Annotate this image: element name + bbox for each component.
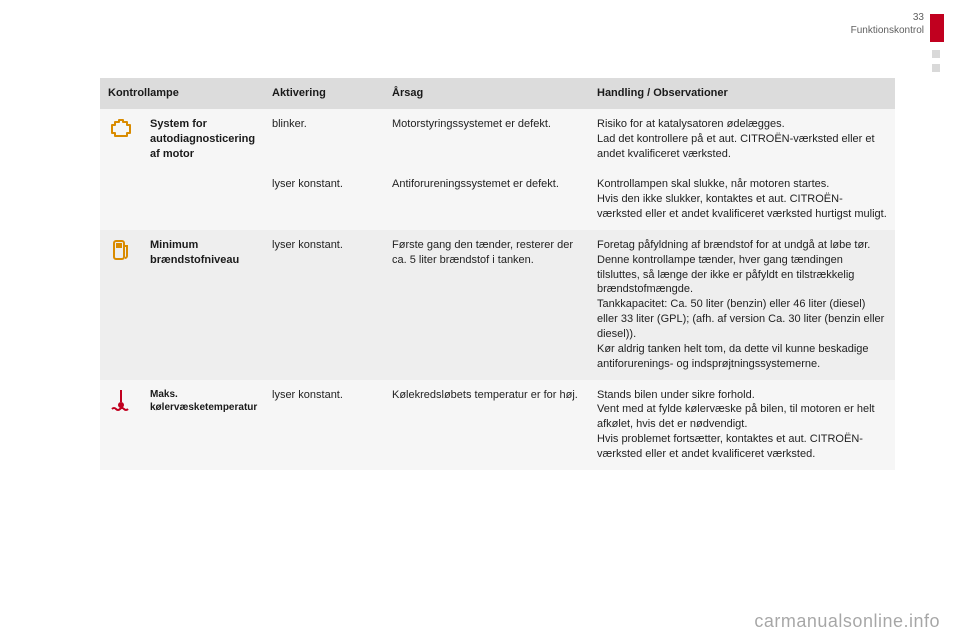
row-activation: blinker. (264, 109, 384, 170)
row-action: Risiko for at katalysatoren ødelægges. L… (589, 109, 895, 170)
row-cause: Kølekredsløbets temperatur er for høj. (384, 380, 589, 470)
fuel-icon (111, 238, 131, 262)
row-activation: lyser konstant. (264, 380, 384, 470)
col-header-action: Handling / Observationer (589, 78, 895, 109)
watermark: carmanualsonline.info (754, 611, 940, 632)
table-row: System for autodiagnosticering af motor … (100, 109, 895, 170)
row-name: Minimum brændstofniveau (142, 230, 264, 380)
table-row: Maks. kølervæsketemperatur lyser konstan… (100, 380, 895, 470)
page-number: 33 (851, 12, 924, 23)
row-name: System for autodiagnosticering af motor (142, 109, 264, 230)
section-color-tab (930, 14, 944, 42)
warning-icon-cell (100, 380, 142, 470)
row-activation: lyser konstant. (264, 230, 384, 380)
col-header-cause: Årsag (384, 78, 589, 109)
table-row: Minimum brændstofniveau lyser konstant. … (100, 230, 895, 380)
coolant-temperature-icon (110, 388, 132, 412)
warning-icon-cell (100, 109, 142, 230)
warning-lamp-table: Kontrollampe Aktivering Årsag Handling /… (100, 78, 895, 470)
row-name: Maks. kølervæsketemperatur (142, 380, 264, 470)
row-cause: Første gang den tænder, resterer der ca.… (384, 230, 589, 380)
warning-icon-cell (100, 230, 142, 380)
col-header-lamp: Kontrollampe (100, 78, 264, 109)
section-index-dots (932, 50, 942, 78)
engine-icon (108, 117, 134, 139)
row-cause: Antiforureningssystemet er defekt. (384, 169, 589, 230)
page-section-title: Funktionskontrol (851, 25, 924, 36)
row-cause: Motorstyringssystemet er defekt. (384, 109, 589, 170)
row-action: Stands bilen under sikre forhold. Vent m… (589, 380, 895, 470)
row-action: Foretag påfyldning af brændstof for at u… (589, 230, 895, 380)
row-activation: lyser konstant. (264, 169, 384, 230)
row-action: Kontrollampen skal slukke, når motoren s… (589, 169, 895, 230)
col-header-activation: Aktivering (264, 78, 384, 109)
page-header: 33 Funktionskontrol (851, 12, 924, 36)
